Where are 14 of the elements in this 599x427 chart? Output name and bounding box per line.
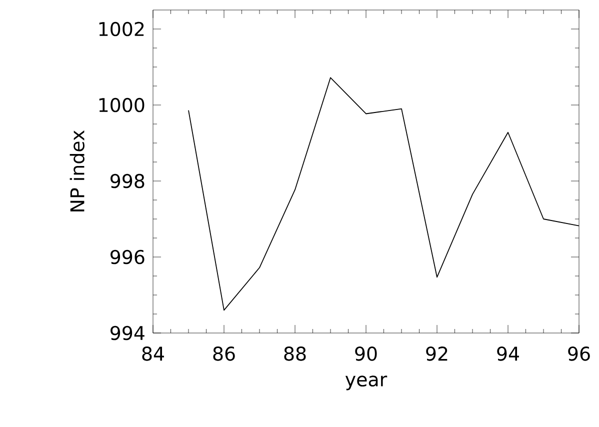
y-tick-label: 994 <box>110 326 144 340</box>
x-tick-label: 96 <box>568 346 590 361</box>
x-tick-label: 92 <box>426 346 448 361</box>
y-tick-label: 998 <box>110 174 144 188</box>
y-tick-label: 1000 <box>99 98 144 112</box>
x-tick-label: 86 <box>213 346 235 361</box>
x-tick-label: 88 <box>284 346 306 361</box>
y-axis-title: NP index <box>70 130 84 212</box>
x-tick-label: 90 <box>355 346 377 361</box>
y-tick-label: 996 <box>110 250 144 264</box>
x-tick-label: 94 <box>497 346 519 361</box>
x-tick-label: 84 <box>142 346 164 361</box>
y-tick-label: 1002 <box>99 22 144 36</box>
x-axis-title: year <box>345 376 388 390</box>
